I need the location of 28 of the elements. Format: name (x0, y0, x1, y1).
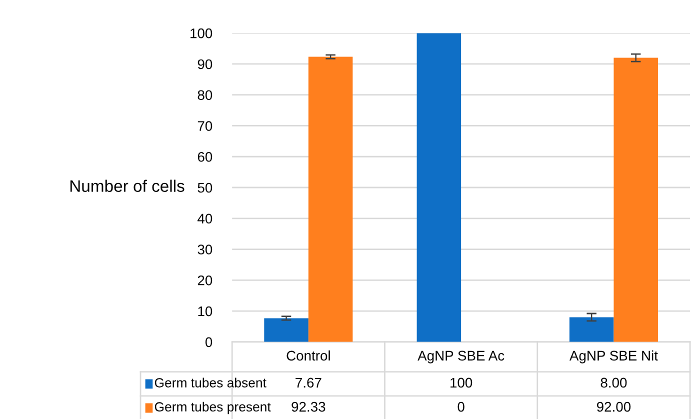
bar (308, 56, 353, 342)
x-tick-label: Control (286, 350, 330, 361)
legend-label: Germ tubes absent (154, 378, 266, 388)
data-label: 0 (458, 402, 464, 412)
y-tick-label: 20 (198, 275, 212, 286)
y-tick-label: 50 (198, 182, 212, 193)
bar (264, 318, 308, 342)
y-tick-label: 80 (198, 90, 212, 100)
y-axis-title: Number of cells (70, 180, 184, 192)
y-tick-label: 100 (190, 28, 212, 38)
y-tick-label: 60 (198, 152, 212, 162)
bar (416, 33, 462, 342)
data-label: 92.33 (292, 402, 326, 412)
data-label: 92.00 (596, 402, 631, 412)
bar (569, 317, 614, 342)
y-tick-label: 90 (198, 59, 212, 70)
data-label: 8.00 (600, 378, 627, 388)
data-label: 7.67 (296, 378, 322, 388)
y-tick-label: 10 (198, 306, 212, 316)
x-tick-label: AgNP SBE Ac (418, 350, 504, 364)
y-tick-label: 0 (205, 337, 212, 348)
y-tick-label: 30 (198, 244, 212, 254)
legend-label: Germ tubes present (154, 402, 271, 414)
x-tick-label: AgNP SBE Nit (569, 350, 658, 364)
bar (614, 58, 658, 342)
y-tick-label: 40 (198, 214, 212, 224)
y-tick-label: 70 (198, 121, 212, 131)
data-label: 100 (450, 378, 472, 388)
